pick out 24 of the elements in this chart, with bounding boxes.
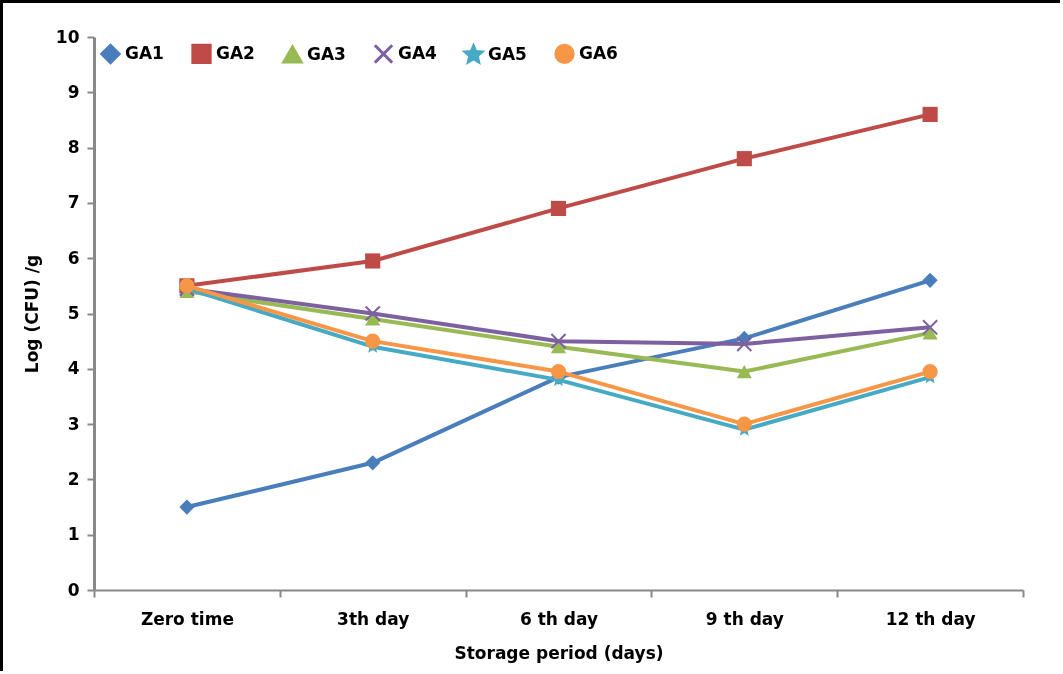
y-tick-label: 5 [67, 303, 80, 323]
y-tick-label: 6 [67, 247, 80, 268]
y-tick-label: 10 [55, 26, 80, 47]
y-tick-label: 2 [67, 468, 80, 489]
legend-label: GA2 [216, 42, 255, 63]
legend-label: GA3 [307, 43, 346, 64]
x-tick-label: 12 th day [885, 608, 976, 629]
x-axis-title: Storage period (days) [454, 642, 664, 663]
y-tick-label: 3 [67, 413, 80, 434]
y-tick-label: 8 [67, 137, 80, 158]
legend-label: GA5 [488, 43, 527, 64]
y-axis-title: Log (CFU) /g [21, 254, 42, 374]
y-tick-label: 7 [67, 192, 80, 213]
x-tick-label: 3th day [337, 608, 410, 629]
x-tick-label: Zero time [140, 608, 234, 629]
y-tick-label: 1 [67, 524, 80, 545]
y-tick-label: 0 [67, 579, 80, 600]
x-tick-label: 6 th day [519, 608, 599, 629]
legend-label: GA6 [579, 42, 618, 63]
legend-label: GA1 [125, 42, 164, 63]
x-tick-label: 9 th day [705, 608, 784, 629]
y-tick-label: 9 [67, 81, 80, 102]
y-tick-label: 4 [67, 358, 80, 379]
legend-label: GA4 [398, 42, 438, 63]
